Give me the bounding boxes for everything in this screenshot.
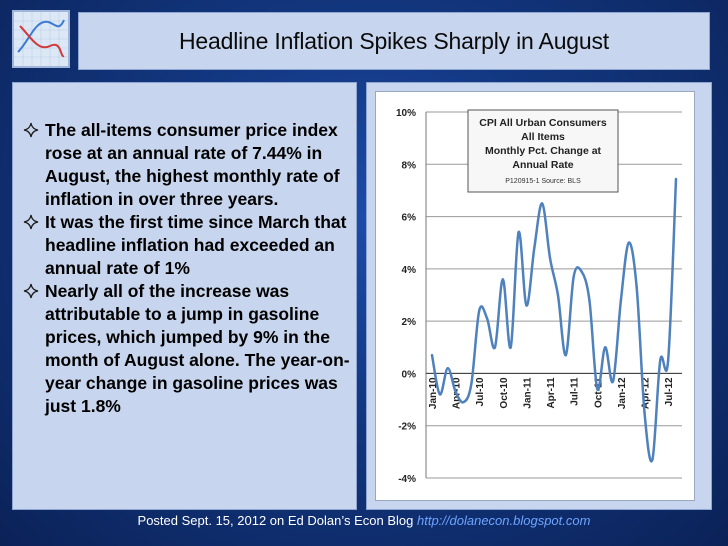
cpi-line-chart: 10%8%6%4%2%0%-2%-4% Jan-10 Apr-10 Jul-10 Oc… [396, 108, 682, 485]
data-point [572, 275, 575, 278]
data-point [462, 400, 465, 404]
chart-title-line-2: All Items [521, 131, 565, 143]
blog-link[interactable]: http://dolanecon.blogspot.com [417, 513, 591, 528]
data-point [619, 299, 623, 302]
y-axis-ticks: 10% 8% 6% 4% 2% 0% -2% -4% [396, 108, 416, 485]
data-point [666, 359, 670, 362]
data-point [603, 346, 607, 349]
blog-logo [12, 10, 70, 68]
chart-panel: 10% 8% 6% 4% 2% 0% -2% -4% Jan-10 Apr-10 Jul-10 Oc… [366, 82, 712, 510]
data-point [540, 202, 544, 205]
data-point [548, 257, 552, 260]
x-tick-label: Jan-10 [428, 377, 439, 409]
chart-source: P120915-1 Source: BLS [505, 178, 581, 185]
chart-title-box: CPI All Urban Consumers All Items Monthl… [467, 109, 619, 193]
diamond-bullet-icon [23, 282, 45, 305]
slide-title: Headline Inflation Spikes Sharply in Aug… [179, 27, 609, 54]
bullet-text: It was the first time since March that h… [45, 212, 347, 278]
data-point [635, 285, 638, 289]
footer: Posted Sept. 15, 2012 on Ed Dolan’s Econ… [0, 513, 728, 528]
footer-text: Posted Sept. 15, 2012 on Ed Dolan’s Econ… [137, 513, 414, 528]
diamond-bullet-icon [23, 213, 45, 236]
x-tick-label: Oct-10 [499, 377, 510, 409]
data-point [493, 346, 497, 349]
data-point [438, 393, 442, 396]
data-point [627, 241, 630, 244]
bullet-list: The all-items consumer price index rose … [13, 83, 356, 418]
data-point [556, 293, 560, 297]
x-tick-label: Oct-11 [593, 377, 604, 408]
data-point [596, 387, 599, 391]
bullet-item: Nearly all of the increase was attributa… [23, 280, 350, 418]
chart-title-line-4: Annual Rate [512, 159, 573, 171]
x-tick-label: Apr-11 [546, 377, 557, 409]
y-tick-label: -4% [398, 474, 416, 485]
data-point [470, 382, 473, 386]
data-point [485, 317, 489, 320]
data-point [659, 359, 662, 362]
data-point [674, 177, 678, 181]
data-point [509, 346, 512, 349]
y-tick-label: 8% [402, 160, 417, 171]
y-tick-label: 6% [402, 213, 417, 224]
x-tick-label: Jul-12 [664, 377, 675, 406]
title-box: Headline Inflation Spikes Sharply in Aug… [78, 12, 710, 70]
diamond-bullet-icon [23, 121, 45, 144]
data-point [454, 390, 457, 393]
bullet-text: Nearly all of the increase was attributa… [45, 281, 350, 416]
bullet-item: The all-items consumer price index rose … [23, 119, 350, 211]
data-point [446, 367, 449, 370]
cpi-series-line [430, 178, 678, 463]
chart-frame: 10% 8% 6% 4% 2% 0% -2% -4% Jan-10 Apr-10 Jul-10 Oc… [375, 91, 695, 501]
data-point [564, 353, 568, 357]
data-point [525, 304, 528, 307]
data-point [533, 246, 536, 250]
bullet-item: It was the first time since March that h… [23, 211, 350, 280]
data-point [517, 231, 520, 234]
x-tick-label: Apr-12 [641, 377, 652, 409]
data-point [478, 309, 481, 312]
data-point [430, 353, 434, 357]
y-tick-label: 4% [402, 265, 417, 276]
x-tick-label: Jan-12 [617, 377, 628, 409]
data-point [611, 380, 615, 383]
x-tick-label: Jul-10 [475, 377, 486, 406]
y-tick-label: 10% [396, 108, 416, 119]
x-tick-label: Jul-11 [570, 377, 581, 406]
y-tick-label: 0% [402, 369, 417, 380]
chart-title-line-3: Monthly Pct. Change at [485, 145, 602, 157]
data-point [651, 458, 654, 461]
x-tick-label: Jan-11 [522, 377, 533, 409]
series-layer [430, 177, 678, 463]
data-point [580, 270, 583, 273]
data-point [588, 299, 591, 302]
chart-title-frame [467, 109, 619, 193]
y-tick-label: 2% [402, 317, 417, 328]
data-point [501, 278, 505, 281]
text-panel: The all-items consumer price index rose … [12, 82, 357, 510]
y-tick-label: -2% [398, 422, 416, 433]
x-axis-ticks: Jan-10 Apr-10 Jul-10 Oct-10 Jan-11 Apr-11 Jul-… [428, 377, 675, 409]
bullet-text: The all-items consumer price index rose … [45, 120, 340, 209]
chart-title-line-1: CPI All Urban Consumers [479, 117, 607, 129]
logo-graphic [14, 12, 68, 66]
data-point [643, 411, 646, 414]
